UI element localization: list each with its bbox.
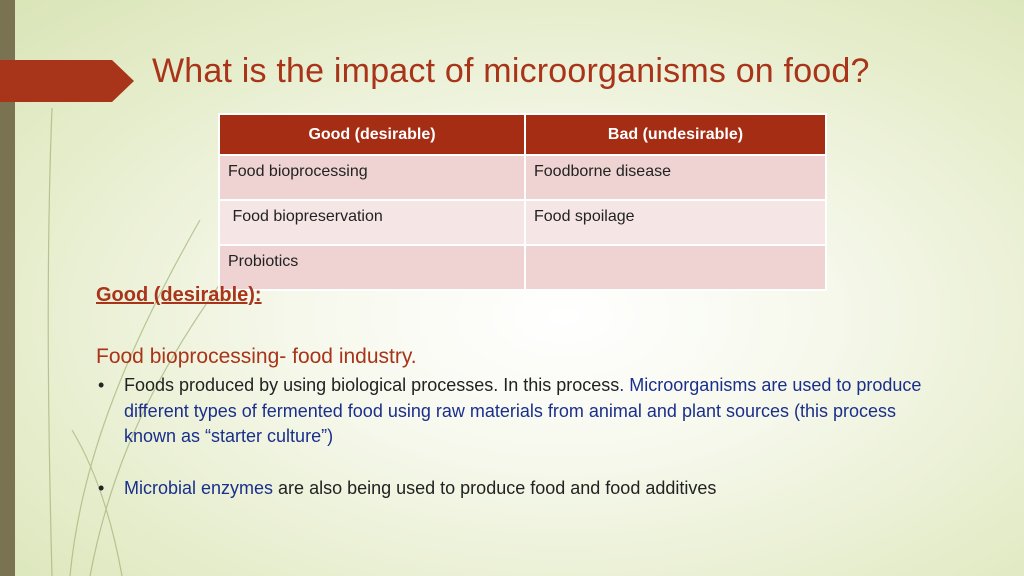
bullet-text-black: are also being used to produce food and …	[273, 478, 717, 498]
impact-table: Good (desirable) Bad (undesirable) Food …	[218, 113, 827, 291]
good-subheading: Good (desirable):	[96, 284, 262, 306]
bullet-text-blue: Microbial enzymes	[124, 478, 274, 498]
bullet-item: • Foods produced by using biological proc…	[98, 373, 924, 450]
table-row: Food bioprocessing Foodborne disease	[218, 154, 827, 201]
bullet-item: • Microbial enzymes are also being used t…	[98, 476, 924, 502]
bullet-text-blue: Microorganisms are used to produce diffe…	[124, 375, 922, 446]
table-cell: Food biopreservation	[218, 199, 526, 246]
table-cell: Foodborne disease	[524, 154, 827, 201]
bullet-text-black: Foods produced by using biological proce…	[124, 375, 620, 395]
title-arrow-banner	[0, 60, 134, 102]
table-header-bad: Bad (undesirable)	[524, 113, 827, 156]
table-cell: Probiotics	[218, 244, 526, 291]
table-row: Probiotics	[218, 244, 827, 291]
bullet-marker: •	[98, 375, 105, 395]
table-row: Food biopreservation Food spoilage	[218, 199, 827, 246]
table-cell: Food bioprocessing	[218, 154, 526, 201]
table-cell	[524, 244, 827, 291]
table-header-good: Good (desirable)	[218, 113, 526, 156]
left-accent-bar	[0, 0, 15, 576]
page-title: What is the impact of microorganisms on …	[152, 52, 870, 90]
bullet-marker: •	[98, 478, 105, 498]
table-cell: Food spoilage	[524, 199, 827, 246]
bullet-text-period: .	[619, 375, 625, 395]
table-header-row: Good (desirable) Bad (undesirable)	[218, 113, 827, 156]
section-heading: Food bioprocessing- food industry.	[96, 345, 417, 368]
